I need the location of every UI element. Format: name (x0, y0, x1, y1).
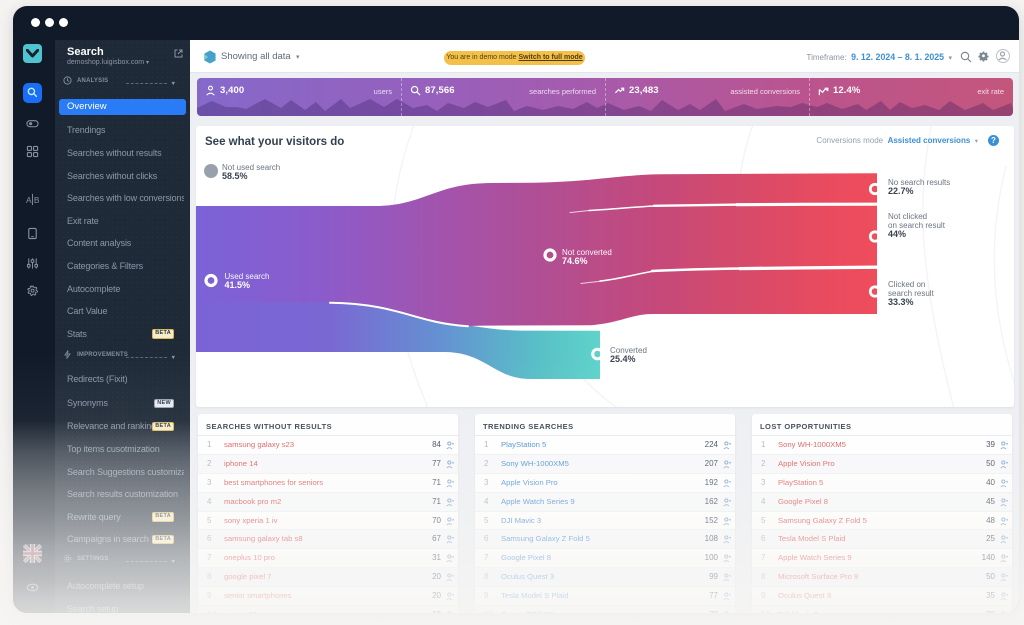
svg-text:B: B (34, 195, 39, 205)
svg-text:A: A (26, 195, 32, 205)
